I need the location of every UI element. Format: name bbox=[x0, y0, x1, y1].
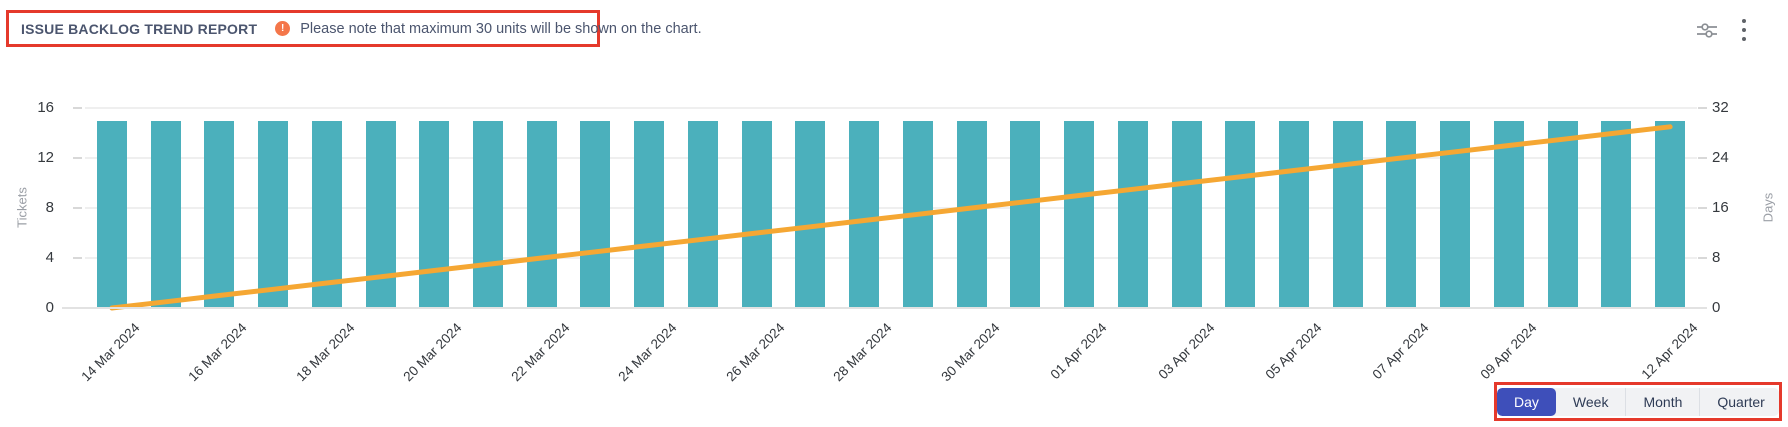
x-axis-label: 03 Apr 2024 bbox=[1155, 320, 1218, 383]
right-axis-title: Days bbox=[1760, 192, 1776, 223]
right-axis-tick-label: 32 bbox=[1712, 99, 1729, 116]
bar-22 Mar 2024 bbox=[526, 120, 557, 308]
x-axis-label: 18 Mar 2024 bbox=[293, 320, 358, 385]
axis-tick-mark bbox=[73, 107, 82, 109]
axis-tick-mark bbox=[1698, 157, 1707, 159]
bar-17 Mar 2024 bbox=[258, 120, 289, 308]
max-units-note: Please note that maximum 30 units will b… bbox=[300, 20, 702, 37]
plot-area bbox=[85, 107, 1697, 311]
gridline bbox=[85, 157, 1697, 159]
bar-24 Mar 2024 bbox=[634, 120, 665, 308]
x-axis-label: 05 Apr 2024 bbox=[1262, 320, 1325, 383]
left-axis-tick-label: 4 bbox=[45, 249, 54, 266]
bar-03 Apr 2024 bbox=[1171, 120, 1202, 308]
alert-circle-icon: ! bbox=[275, 21, 291, 36]
x-axis-label: 16 Mar 2024 bbox=[185, 320, 250, 385]
bar-09 Apr 2024 bbox=[1493, 120, 1524, 308]
bar-15 Mar 2024 bbox=[150, 120, 181, 308]
period-switcher: Day Week Month Quarter bbox=[1497, 387, 1779, 416]
bar-11 Apr 2024 bbox=[1601, 120, 1632, 308]
bar-28 Mar 2024 bbox=[849, 120, 880, 308]
right-axis-tick-label: 8 bbox=[1712, 249, 1721, 266]
axis-tick-mark bbox=[73, 157, 82, 159]
period-button-week[interactable]: Week bbox=[1572, 393, 1609, 410]
bar-02 Apr 2024 bbox=[1117, 120, 1148, 308]
bar-23 Mar 2024 bbox=[580, 120, 611, 308]
right-axis-tick-label: 16 bbox=[1712, 199, 1729, 216]
days-trend-line bbox=[109, 124, 1673, 311]
axis-tick-mark bbox=[1698, 257, 1707, 259]
filter-sliders-icon[interactable] bbox=[1694, 17, 1720, 48]
axis-tick-mark bbox=[73, 257, 82, 259]
bar-27 Mar 2024 bbox=[795, 120, 826, 308]
x-axis-label: 22 Mar 2024 bbox=[508, 320, 573, 385]
bar-30 Mar 2024 bbox=[956, 120, 987, 308]
x-axis-label: 01 Apr 2024 bbox=[1047, 320, 1110, 383]
bar-14 Mar 2024 bbox=[96, 120, 127, 308]
bar-25 Mar 2024 bbox=[687, 120, 718, 308]
left-axis-tick-label: 12 bbox=[37, 149, 54, 166]
bar-07 Apr 2024 bbox=[1386, 120, 1417, 308]
period-button-day[interactable]: Day bbox=[1497, 387, 1556, 416]
x-axis-label: 24 Mar 2024 bbox=[615, 320, 680, 385]
x-axis-label: 12 Apr 2024 bbox=[1638, 320, 1701, 383]
annotation-box-header: ISSUE BACKLOG TREND REPORT ! Please note… bbox=[6, 10, 702, 47]
x-axis-label: 14 Mar 2024 bbox=[78, 320, 143, 385]
left-axis-tick-label: 8 bbox=[45, 199, 54, 216]
kebab-menu-icon[interactable] bbox=[1742, 19, 1746, 41]
bar-21 Mar 2024 bbox=[473, 120, 503, 308]
gridline bbox=[85, 107, 1697, 109]
bar-04 Apr 2024 bbox=[1225, 120, 1256, 308]
x-axis-label: 20 Mar 2024 bbox=[400, 320, 465, 385]
gridline bbox=[85, 207, 1697, 209]
left-axis-tick-label: 16 bbox=[37, 99, 54, 116]
x-axis-label: 26 Mar 2024 bbox=[723, 320, 788, 385]
bars-layer bbox=[85, 108, 1697, 308]
right-axis-tick-label: 24 bbox=[1712, 149, 1729, 166]
bar-20 Mar 2024 bbox=[419, 120, 450, 308]
x-axis-label: 28 Mar 2024 bbox=[830, 320, 895, 385]
right-axis-tick-label: 0 bbox=[1712, 299, 1721, 316]
bar-06 Apr 2024 bbox=[1332, 120, 1363, 308]
left-axis-title: Tickets bbox=[14, 187, 30, 228]
bar-26 Mar 2024 bbox=[741, 120, 772, 308]
bar-16 Mar 2024 bbox=[204, 120, 235, 308]
bar-01 Apr 2024 bbox=[1064, 120, 1095, 308]
axis-tick-mark bbox=[1698, 207, 1707, 209]
period-button-quarter[interactable]: Quarter bbox=[1699, 387, 1779, 416]
bar-05 Apr 2024 bbox=[1279, 120, 1310, 308]
bar-12 Apr 2024 bbox=[1655, 120, 1686, 308]
axis-tick-mark bbox=[1698, 107, 1707, 109]
gridline bbox=[85, 257, 1697, 259]
period-button-month[interactable]: Month bbox=[1625, 387, 1699, 416]
bar-18 Mar 2024 bbox=[311, 120, 342, 308]
bar-10 Apr 2024 bbox=[1547, 120, 1578, 308]
x-axis-line bbox=[62, 307, 1707, 309]
left-axis-tick-label: 0 bbox=[45, 299, 54, 316]
bar-31 Mar 2024 bbox=[1010, 120, 1041, 308]
x-axis-label: 09 Apr 2024 bbox=[1477, 320, 1540, 383]
x-axis-labels: 14 Mar 2024 16 Mar 2024 18 Mar 2024 20 Mar … bbox=[78, 314, 1700, 392]
page-title: ISSUE BACKLOG TREND REPORT bbox=[21, 20, 258, 37]
annotation-box-period-switcher: Day Week Month Quarter bbox=[1494, 382, 1782, 421]
axis-tick-mark bbox=[73, 207, 82, 209]
x-axis-label: 30 Mar 2024 bbox=[937, 320, 1003, 385]
x-axis-label: 07 Apr 2024 bbox=[1369, 320, 1433, 383]
